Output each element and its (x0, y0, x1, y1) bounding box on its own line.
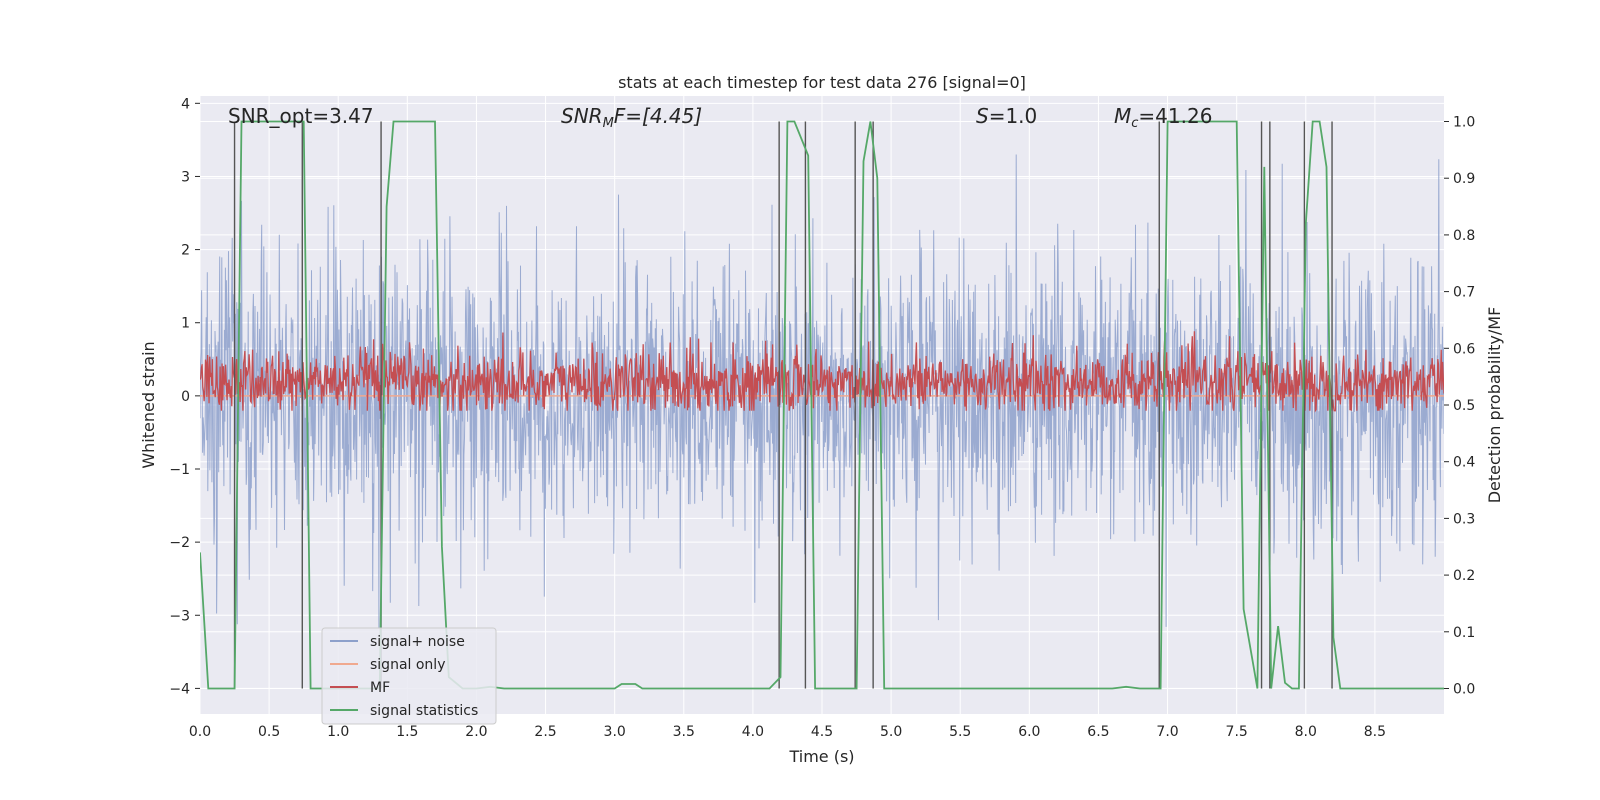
y-axis-ticks: 4 3 2 1 0 −1 −2 −3 −4 (169, 96, 200, 697)
annotation-mc: Mc=41.26 (1114, 104, 1212, 131)
x-tick-label: 3.0 (604, 724, 626, 740)
annotation-mc-main: M (1114, 104, 1131, 128)
chart-title: stats at each timestep for test data 276… (618, 73, 1026, 92)
y2-tick-label: 0.6 (1453, 341, 1475, 357)
annotation-snr-mf: SNRMF=[4.45] (561, 104, 702, 131)
x-tick-label: 0.0 (189, 724, 211, 740)
x-tick-label: 7.0 (1156, 724, 1178, 740)
y-tick-label: 0 (181, 389, 190, 405)
legend-label-noise: signal+ noise (370, 634, 465, 650)
x-tick-label: 5.5 (949, 724, 971, 740)
annotation-snr-opt: SNR_opt=3.47 (228, 104, 374, 128)
x-axis-ticks: 0.0 0.5 1.0 1.5 2.0 2.5 3.0 3.5 4.0 4.5 5.0 5.5 6.0 6… (189, 724, 1386, 740)
mf-series (200, 331, 1444, 413)
annotation-mc-rest: =41.26 (1138, 104, 1212, 128)
y2-tick-label: 0.2 (1453, 568, 1475, 584)
y2-tick-label: 0.9 (1453, 171, 1475, 187)
y2-tick-label: 0.4 (1453, 455, 1475, 471)
y2-tick-label: 0.8 (1453, 228, 1475, 244)
y2-axis-ticks: 1.0 0.9 0.8 0.7 0.6 0.5 0.4 0.3 0.2 0.1 0.0 (1444, 115, 1475, 697)
y2-tick-label: 0.3 (1453, 511, 1475, 527)
legend-label-signal-only: signal only (370, 657, 445, 673)
annotation-snr-mf-sub: M (603, 116, 614, 131)
x-tick-label: 4.0 (742, 724, 764, 740)
x-tick-label: 3.5 (673, 724, 695, 740)
x-tick-label: 7.5 (1226, 724, 1248, 740)
x-tick-label: 2.0 (465, 724, 487, 740)
y-tick-label: −4 (169, 681, 190, 697)
x-tick-label: 4.5 (811, 724, 833, 740)
x-tick-label: 2.5 (534, 724, 556, 740)
x-tick-label: 6.0 (1018, 724, 1040, 740)
y-tick-label: 2 (181, 243, 190, 259)
y-tick-label: 1 (181, 316, 190, 332)
legend: signal+ noise signal only MF signal stat… (321, 627, 497, 725)
x-tick-label: 8.0 (1295, 724, 1317, 740)
annotation-snr-mf-main: SNR (561, 104, 603, 128)
y-tick-label: 4 (181, 96, 190, 112)
y2-tick-label: 0.0 (1453, 681, 1475, 697)
x-tick-label: 6.5 (1087, 724, 1109, 740)
annotation-s: S=1.0 (976, 104, 1037, 128)
annotation-snr-mf-rest: F=[4.45] (614, 104, 702, 128)
legend-label-signal-statistics: signal statistics (370, 703, 478, 719)
y-tick-label: 3 (181, 169, 190, 185)
y-tick-label: −2 (169, 535, 190, 551)
x-tick-label: 1.0 (327, 724, 349, 740)
legend-frame (321, 627, 497, 725)
y2-tick-label: 0.1 (1453, 625, 1475, 641)
x-tick-label: 8.5 (1364, 724, 1386, 740)
mf-series-line (200, 331, 1444, 413)
x-tick-label: 1.5 (396, 724, 418, 740)
y2-tick-label: 0.7 (1453, 285, 1475, 301)
annotation-mc-sub: c (1131, 116, 1138, 131)
y2-tick-label: 0.5 (1453, 398, 1475, 414)
y-axis-label: Whitened strain (139, 341, 158, 468)
x-tick-label: 5.0 (880, 724, 902, 740)
y2-tick-label: 1.0 (1453, 115, 1475, 131)
y2-axis-label: Detection probability/MF (1485, 307, 1504, 504)
annotation-s-main: S (976, 104, 989, 128)
x-axis-label: Time (s) (788, 747, 854, 766)
legend-label-mf: MF (370, 680, 390, 696)
y-tick-label: −1 (169, 462, 190, 478)
x-tick-label: 0.5 (258, 724, 280, 740)
y-tick-label: −3 (169, 608, 190, 624)
annotation-s-rest: =1.0 (989, 104, 1038, 128)
